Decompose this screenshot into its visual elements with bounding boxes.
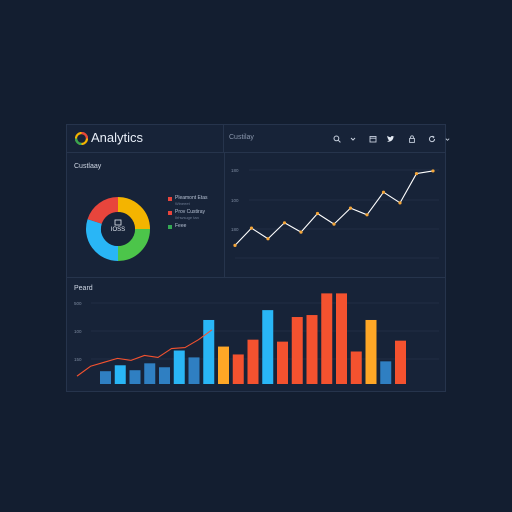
y-tick-label: 180: [231, 168, 239, 173]
legend-swatch: [168, 197, 172, 201]
calendar-icon[interactable]: [369, 135, 377, 143]
bar[interactable]: [380, 361, 392, 384]
bar[interactable]: [203, 319, 215, 384]
app-title: Analytics: [91, 130, 144, 145]
menu-chevron-icon[interactable]: [445, 137, 450, 142]
donut-slice[interactable]: [87, 197, 119, 225]
search-icon[interactable]: [333, 135, 341, 143]
donut-slice[interactable]: [117, 197, 150, 230]
bar[interactable]: [395, 340, 406, 384]
bar[interactable]: [114, 365, 126, 384]
lock-icon[interactable]: [408, 135, 416, 143]
bar[interactable]: [365, 319, 377, 384]
line-point[interactable]: [348, 206, 353, 210]
bar-panel-label: Peard: [74, 285, 93, 292]
bar[interactable]: [144, 363, 156, 384]
bar[interactable]: [173, 350, 185, 384]
analytics-dashboard: Analytics Custilay: [66, 124, 450, 392]
line-point[interactable]: [282, 221, 287, 225]
header-divider: [223, 125, 224, 153]
y-tick-label: 500: [74, 301, 82, 306]
y-tick-label: 180: [231, 227, 239, 232]
bar-chart: 500 100 150: [74, 293, 439, 384]
donut-center-icon: [114, 219, 122, 226]
legend-swatch: [168, 225, 172, 229]
toolbar: [333, 132, 459, 146]
bar[interactable]: [350, 351, 362, 384]
line-point[interactable]: [266, 237, 270, 241]
line-point[interactable]: [332, 222, 336, 226]
bar[interactable]: [291, 317, 303, 384]
bar[interactable]: [321, 293, 333, 384]
line-chart: 180 100 180: [231, 168, 439, 259]
bar[interactable]: [100, 371, 111, 384]
donut-panel-label: Custlaay: [74, 163, 102, 170]
y-tick-label: 100: [74, 329, 82, 334]
legend-sublabel: Ilrhwsuge tan: [175, 215, 199, 220]
bar[interactable]: [188, 357, 200, 384]
legend-label: Pleamont Etas: [175, 195, 208, 201]
line-series[interactable]: [234, 170, 434, 246]
donut-center-label: IOSS: [111, 227, 125, 233]
bar[interactable]: [247, 339, 259, 384]
header-section-label: Custilay: [229, 134, 254, 141]
panel-divider-horizontal: [67, 277, 445, 278]
bar[interactable]: [218, 346, 229, 384]
legend-label: Prov Custiray: [175, 209, 206, 215]
bar[interactable]: [306, 315, 318, 384]
donut-slice[interactable]: [117, 228, 150, 261]
legend-sublabel: Wineeet: [175, 201, 190, 206]
line-point[interactable]: [431, 169, 435, 173]
y-tick-label: 100: [231, 198, 239, 203]
header-bar: Analytics Custilay: [67, 125, 450, 153]
donut-hole: [101, 212, 135, 246]
twitter-icon[interactable]: [386, 135, 395, 143]
donut-slice[interactable]: [86, 219, 119, 261]
app-logo-icon: [75, 132, 88, 145]
line-point[interactable]: [249, 226, 254, 230]
panel-divider-vertical: [224, 153, 225, 277]
bar[interactable]: [336, 293, 347, 384]
line-point[interactable]: [233, 243, 237, 247]
bar[interactable]: [232, 354, 244, 384]
line-point[interactable]: [398, 201, 402, 205]
refresh-icon[interactable]: [428, 135, 436, 143]
line-point[interactable]: [381, 190, 386, 194]
bar[interactable]: [277, 341, 288, 384]
line-point[interactable]: [414, 171, 419, 176]
line-point[interactable]: [315, 211, 320, 216]
bar[interactable]: [129, 370, 141, 384]
bar[interactable]: [262, 310, 274, 384]
line-point[interactable]: [299, 230, 303, 234]
line-point[interactable]: [365, 213, 369, 217]
dropdown-chevron-icon[interactable]: [350, 136, 356, 142]
bar[interactable]: [159, 367, 170, 384]
legend-label: Feee: [175, 223, 187, 229]
y-tick-label: 150: [74, 357, 82, 362]
legend-swatch: [168, 211, 172, 215]
trend-line[interactable]: [76, 329, 213, 377]
donut-chart: IOSS: [85, 196, 151, 262]
